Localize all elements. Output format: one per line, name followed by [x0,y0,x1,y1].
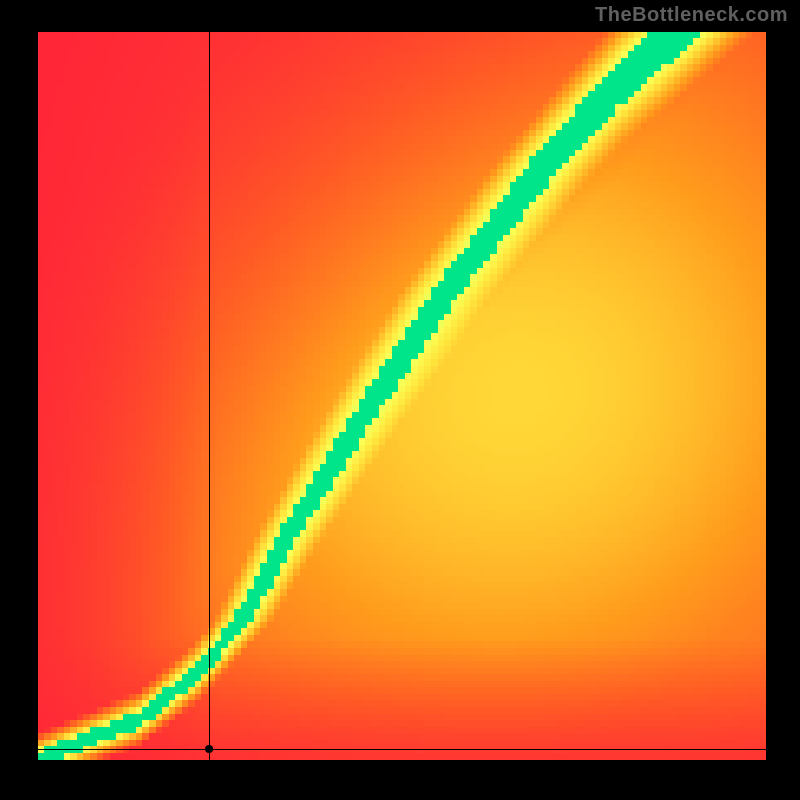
watermark-text: TheBottleneck.com [595,4,788,27]
chart-container: TheBottleneck.com [0,0,800,800]
heatmap-plot [38,32,766,760]
